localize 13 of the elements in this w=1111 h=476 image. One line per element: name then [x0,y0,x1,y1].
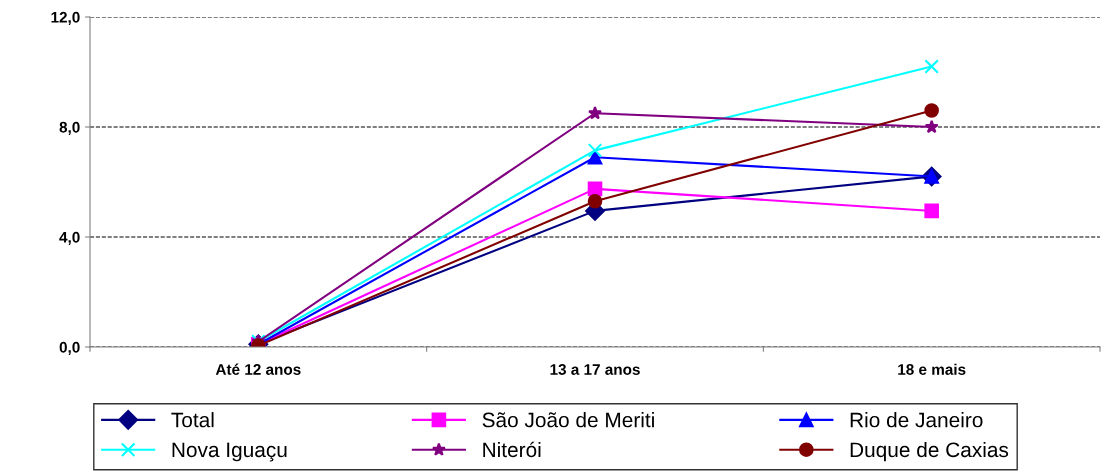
y-tick-label: 8,0 [59,121,80,135]
x-tick-label: 13 a 17 anos [550,364,640,375]
legend-label: Rio de Janeiro [850,412,983,428]
legend-label: São João de Meriti [482,412,654,428]
legend-label: Total [171,412,214,428]
x-tick-label: Até 12 anos [215,363,301,375]
y-tick-label: 12,0 [51,11,80,25]
y-tick-label: 4,0 [59,231,80,245]
legend-label: Duque de Caxias [850,441,1009,462]
legend-label: Nova Iguaçu [172,442,287,462]
x-tick-label: 18 e mais [898,363,966,375]
legend-label: Niterói [483,441,541,458]
y-tick-label: 0,0 [59,341,80,355]
